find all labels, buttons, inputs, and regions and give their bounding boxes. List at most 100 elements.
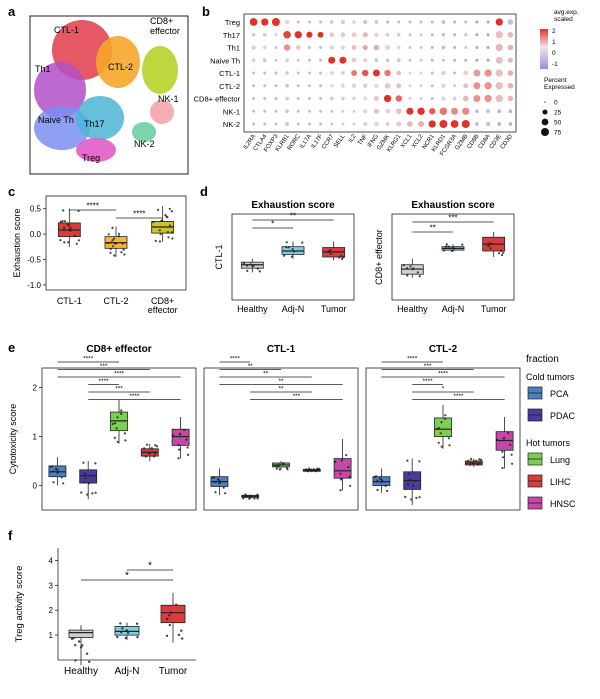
treg-point — [126, 631, 130, 634]
dotplot-dot — [430, 20, 434, 24]
dotplot-dot — [252, 109, 256, 113]
dotplot-legend-expr-tick: 2 — [552, 28, 556, 35]
dotplot-dot — [441, 70, 446, 76]
dotplot-row-label: Naive Th — [210, 56, 240, 65]
dotplot-dot — [307, 71, 311, 75]
dotplot-dot — [429, 108, 436, 115]
dotplot-dot — [486, 58, 490, 62]
cyto-1-sig-label: ** — [278, 378, 284, 385]
ctl1-exh-point — [301, 241, 304, 244]
cd8-exh-sig-label: *** — [448, 214, 457, 223]
cyto-0-point — [94, 462, 97, 465]
dotplot-dot — [439, 107, 448, 116]
treg-point — [88, 660, 91, 663]
dotplot-dot — [319, 84, 323, 88]
dotplot-dot — [408, 33, 412, 37]
cd8-exh-point — [409, 265, 412, 268]
dotplot-dot — [396, 32, 401, 37]
cyto-2-point — [407, 483, 410, 486]
exhaustion-point — [158, 240, 161, 243]
treg-point — [81, 644, 84, 647]
legend-item-label: PDAC — [550, 411, 576, 421]
dotplot-row-label: Th1 — [227, 44, 240, 53]
dotplot-dot — [263, 84, 267, 88]
dotplot-dot — [363, 19, 368, 25]
exhaustion-point — [166, 231, 169, 234]
dotplot-row-label: CTL-2 — [219, 82, 240, 91]
dotplot-dot — [306, 31, 313, 38]
dotplot-dot — [408, 46, 412, 49]
treg-ytick-label: 4 — [49, 556, 54, 565]
dotplot-dot — [430, 84, 434, 88]
exhaustion-ytick-label: 0.0 — [30, 230, 42, 239]
cd8-exhaustion-panel: CD8+ effector Exhaustion score Healthy Adj-… — [374, 200, 515, 314]
ctl1-exh-point — [341, 257, 344, 260]
cyto-2-point — [467, 459, 470, 462]
dotplot-dot — [352, 122, 356, 126]
umap-label-cd8-line1: CD8+ — [150, 16, 173, 26]
dotplot-legend-expr-tick: 0 — [552, 50, 556, 57]
treg-sig-label: * — [148, 561, 152, 572]
cyto-1-point — [256, 493, 259, 496]
cyto-0-point — [150, 447, 153, 450]
cyto-1-point — [339, 478, 343, 481]
cyto-2-sig-label: **** — [423, 378, 434, 385]
cyto-2-point — [406, 459, 409, 462]
cyto-1-point — [345, 454, 348, 457]
cyto-2-point — [404, 495, 407, 498]
cyto-0-sig-label: **** — [129, 393, 140, 400]
dotplot-legend-pct-dot — [544, 101, 546, 103]
exhaustion-point — [61, 220, 64, 223]
cyto-1-point — [348, 475, 351, 478]
cyto-1-point — [214, 491, 217, 494]
ctl1-exh-sig-label: * — [271, 220, 274, 229]
cyto-2-point — [503, 437, 506, 440]
exhaustion-ytick-label: 0.5 — [30, 205, 42, 214]
umap-label-ctl1: CTL-1 — [54, 25, 79, 35]
dotplot-dot — [263, 71, 267, 75]
cyto-2-point — [468, 463, 471, 466]
dotplot-legend-pct-tick: 0 — [554, 100, 558, 107]
dotplot-dot — [486, 46, 490, 49]
cd8-exh-point — [452, 247, 456, 250]
panel-letter-a: a — [8, 4, 16, 19]
cd8-exh-point — [489, 242, 492, 245]
dotplot-dot — [386, 20, 390, 24]
cyto-1-point — [244, 493, 247, 496]
dotplot-dot — [408, 20, 412, 24]
cyto-0-ylabel: Cytotoxicity score — [8, 404, 18, 475]
exhaustion-point — [63, 220, 67, 223]
exhaustion-xlabel: CD8+ effector — [148, 296, 178, 315]
dotplot-legend-pct-tick: 25 — [554, 110, 562, 117]
cyto-2-point — [415, 496, 418, 500]
exhaustion-point — [68, 224, 71, 227]
dotplot-dot — [363, 96, 368, 101]
dotplot-dot — [330, 109, 334, 113]
cd8-exh-ylabel: CD8+ effector — [374, 229, 384, 285]
cyto-2-box — [434, 417, 452, 437]
cyto-0-point — [82, 461, 85, 464]
dotplot-dot — [307, 97, 311, 100]
cyto-1-point — [282, 462, 285, 465]
treg-point — [119, 622, 122, 625]
dotplot-dot — [507, 95, 514, 102]
dotplot-dot — [285, 109, 289, 114]
dotplot-legend-pct-tick: 75 — [554, 130, 562, 137]
dotplot-dot — [441, 83, 446, 88]
ctl1-exh-point — [292, 250, 296, 253]
dotplot-dot — [408, 71, 412, 75]
dotplot-dot — [484, 94, 492, 103]
dotplot-row-label: NK-1 — [223, 107, 240, 116]
dotplot-dot — [395, 95, 402, 102]
cyto-1-point — [246, 495, 249, 498]
cyto-2-point — [408, 478, 411, 481]
dotplot-dot — [475, 122, 479, 126]
dotplot-dot — [396, 108, 402, 114]
dotplot-dot — [396, 45, 401, 50]
treg-activity-panel: 1 2 3 4 Treg activity score Healthy Adj-N Tumor… — [14, 548, 196, 677]
cyto-1-point — [309, 469, 312, 472]
dotplot-dot — [340, 45, 346, 50]
dotplot-dot — [419, 84, 423, 88]
exhaustion-point — [168, 207, 171, 210]
exhaustion-point — [111, 239, 114, 242]
